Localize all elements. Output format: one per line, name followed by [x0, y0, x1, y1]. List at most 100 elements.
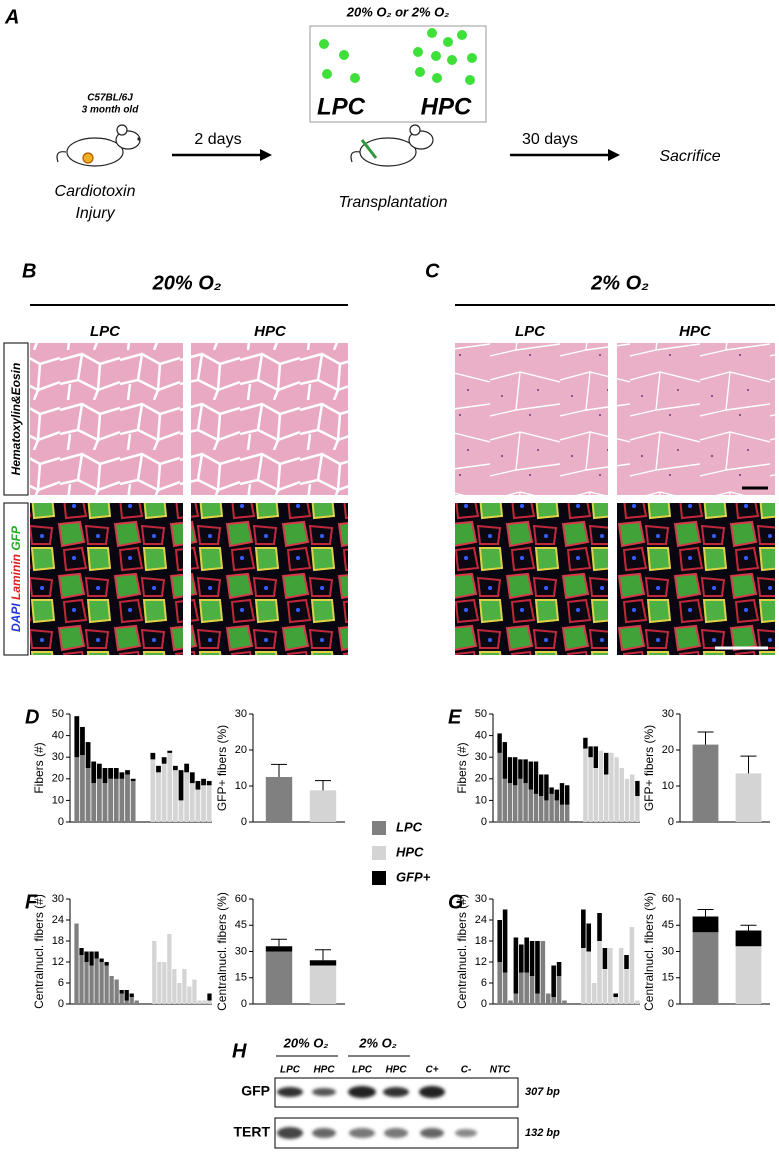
y-tick-label: 30 [475, 893, 487, 905]
bar [167, 750, 173, 753]
bar [125, 774, 130, 822]
gene-label: GFP [241, 1083, 270, 1099]
bar [102, 783, 108, 822]
y-tick-label: 0 [58, 816, 64, 828]
bar [513, 993, 519, 1004]
bar [538, 796, 544, 822]
y-tick-label: 30 [662, 708, 674, 720]
y-axis-label: Centralnucl. fibers (#) [455, 894, 469, 1009]
bar [540, 941, 546, 1004]
bar [94, 951, 99, 959]
bar [119, 990, 124, 994]
y-tick-label: 30 [475, 751, 487, 763]
bar [130, 778, 136, 781]
box-label: HPC [421, 93, 472, 120]
bar [586, 923, 592, 952]
bar [497, 962, 502, 1004]
y-tick-label: 30 [235, 708, 247, 720]
y-tick-label: 10 [475, 794, 487, 806]
bar [156, 765, 161, 773]
bar [309, 965, 337, 1004]
column-label: HPC [679, 323, 712, 340]
legend-label: HPC [396, 844, 424, 859]
bar [85, 768, 91, 822]
bar [172, 770, 178, 822]
bar [192, 979, 197, 1004]
bar [507, 757, 513, 784]
he-image [191, 343, 348, 495]
bar [583, 737, 588, 749]
he-image [30, 343, 183, 495]
y-tick-label: 50 [52, 708, 64, 720]
y-tick-label: 45 [235, 919, 247, 931]
bar [74, 923, 79, 1004]
y-axis-label: Centralnucl. fibers (%) [215, 892, 229, 1011]
y-tick-label: 45 [662, 919, 674, 931]
lane-label: C+ [425, 1065, 438, 1076]
bar [507, 783, 513, 822]
bar [619, 768, 625, 822]
y-tick-label: 0 [668, 998, 674, 1010]
error-bar [315, 780, 331, 791]
bar [130, 780, 136, 822]
bar [533, 761, 539, 794]
bar [91, 783, 97, 822]
y-tick-label: 0 [668, 816, 674, 828]
if-image [617, 503, 775, 655]
panel-letter: C [425, 260, 440, 282]
bar [195, 789, 201, 822]
legend: LPC HPC GFP+ [372, 819, 431, 885]
y-axis-label: GFP+ fibers (%) [215, 725, 229, 811]
y-axis-label: Fibers (#) [32, 742, 46, 793]
y-tick-label: 0 [241, 998, 247, 1010]
bar [735, 946, 762, 1004]
y-tick-label: 20 [662, 744, 674, 756]
bar [125, 770, 130, 775]
y-tick-label: 60 [662, 893, 674, 905]
bar [207, 993, 212, 1001]
legend-swatch [372, 846, 386, 860]
bar [523, 759, 528, 784]
lane-label: HPC [313, 1065, 335, 1076]
bar [518, 759, 523, 779]
bar [618, 948, 624, 1004]
y-tick-label: 18 [52, 935, 64, 947]
injury-label: Injury [75, 205, 115, 222]
panel-letter: G [448, 891, 464, 913]
bar [597, 913, 602, 941]
bar [535, 993, 540, 1004]
bar [602, 969, 608, 1004]
bar [551, 997, 556, 1004]
bar [593, 768, 599, 822]
bar [624, 778, 630, 822]
bar [549, 793, 554, 822]
bar [588, 757, 593, 822]
bar [603, 774, 609, 822]
bar [94, 958, 99, 1004]
bar [207, 1000, 212, 1004]
bar [195, 780, 201, 790]
bar [119, 772, 125, 779]
y-tick-label: 12 [475, 956, 487, 968]
bar [161, 757, 167, 764]
bar [161, 763, 167, 822]
bar [512, 757, 518, 786]
bar [309, 960, 337, 966]
bar [554, 789, 560, 801]
bar [635, 780, 640, 797]
bar [602, 948, 608, 969]
bar [581, 948, 586, 1004]
bar [265, 951, 293, 1004]
y-tick-label: 10 [662, 780, 674, 792]
he-image [455, 343, 608, 495]
lane-label: C- [461, 1065, 472, 1076]
error-bar [697, 731, 714, 745]
y-tick-label: 10 [235, 780, 247, 792]
bar [156, 772, 161, 822]
bar [497, 733, 502, 753]
stain-gfp: GFP [9, 525, 23, 551]
bar [114, 979, 119, 1004]
y-tick-label: 6 [481, 977, 487, 989]
panel-title: 2% O₂ [590, 272, 649, 294]
